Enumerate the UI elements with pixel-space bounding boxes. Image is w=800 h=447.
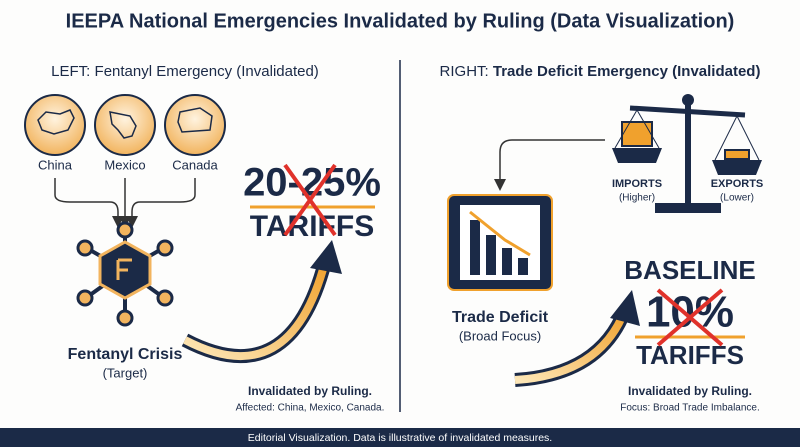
footer-bar — [0, 428, 800, 447]
left-heading: LEFT: Fentanyl Emergency (Invalidated) — [51, 63, 319, 80]
node-label: Fentanyl Crisis — [68, 346, 183, 363]
scale-label: IMPORTS — [612, 178, 662, 190]
scale-sublabel: (Higher) — [619, 193, 655, 204]
note-title: Invalidated by Ruling. — [248, 384, 372, 398]
country-label: Canada — [172, 157, 218, 172]
tariff-rate: 10% — [646, 288, 734, 337]
curved-arrow-fill — [514, 308, 629, 384]
node-sublabel: (Target) — [103, 365, 148, 380]
heading-text: Trade Deficit Emergency (Invalidated) — [493, 63, 761, 80]
title: IEEPA National Emergencies Invalidated b… — [66, 10, 735, 32]
right-heading: RIGHT: Trade Deficit Emergency (Invalida… — [440, 63, 761, 80]
strike-x — [283, 163, 337, 237]
arrow-head — [610, 290, 640, 326]
country-label: Mexico — [104, 157, 145, 172]
arrow-head — [310, 240, 342, 274]
footer: Editorial Visualization. Data is illustr… — [248, 432, 552, 444]
tariff-top: BASELINE — [624, 255, 755, 285]
converging-arrows — [54, 178, 196, 228]
note-title: Invalidated by Ruling. — [628, 384, 752, 398]
heading-text: Fentanyl Emergency (Invalidated) — [95, 63, 319, 80]
country-icons — [24, 94, 226, 156]
node-label: Trade Deficit — [452, 309, 549, 326]
heading-prefix: RIGHT: — [440, 63, 489, 80]
tariff-label: TARIFFS — [250, 210, 374, 243]
tariff-label: TARIFFS — [636, 340, 744, 370]
fentanyl-icon — [76, 221, 174, 327]
strike-x — [656, 288, 724, 347]
country-label: China — [38, 157, 73, 172]
chart-icon — [447, 194, 553, 291]
heading-prefix: LEFT: — [51, 63, 90, 80]
curved-arrow-fill — [183, 260, 329, 360]
scale-label: EXPORTS — [711, 178, 764, 190]
node-sublabel: (Broad Focus) — [459, 328, 541, 343]
note-text: Focus: Broad Trade Imbalance. — [620, 403, 760, 414]
note-text: Affected: China, Mexico, Canada. — [236, 403, 385, 414]
scale-sublabel: (Lower) — [720, 193, 754, 204]
scale-icon — [612, 94, 762, 213]
connector-arrow — [494, 139, 605, 191]
